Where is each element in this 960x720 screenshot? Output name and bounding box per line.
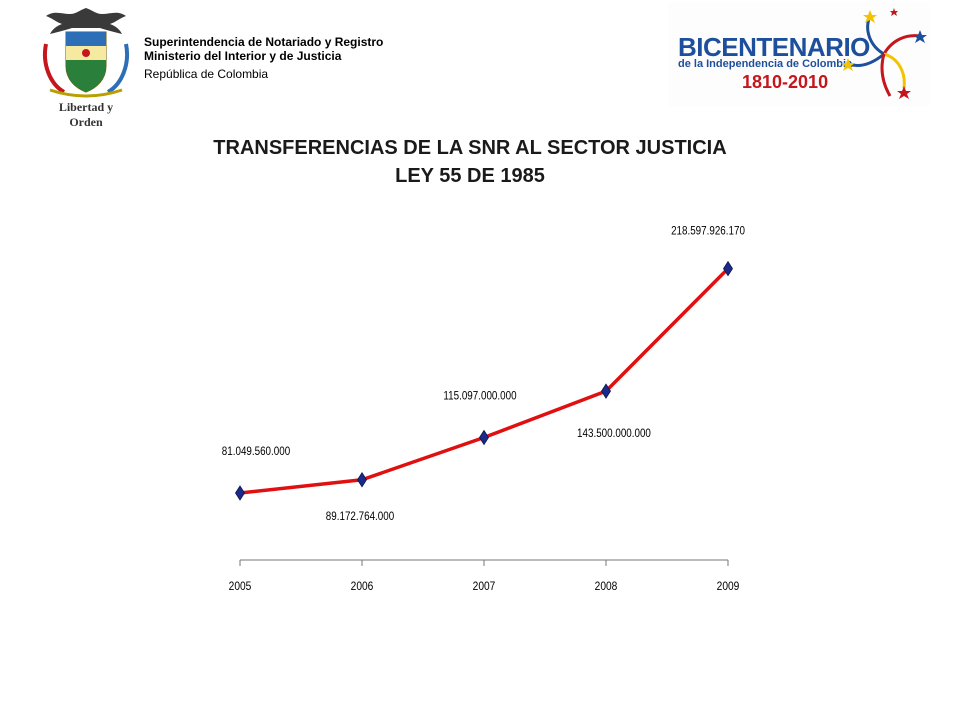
x-tick-label: 2005 <box>229 580 252 593</box>
chart-subtitle: LEY 55 DE 1985 <box>395 165 545 187</box>
shield-icon <box>65 31 107 93</box>
bicentenario-years: 1810-2010 <box>742 72 829 92</box>
data-label: 115.097.000.000 <box>443 390 516 403</box>
data-point <box>357 472 367 488</box>
country-name: República de Colombia <box>144 67 269 81</box>
bicentenario-title: BICENTENARIO <box>678 32 870 62</box>
data-label: 89.172.764.000 <box>326 510 394 523</box>
ministry-name: Ministerio del Interior y de Justicia <box>144 49 342 63</box>
data-label: 218.597.926.170 <box>671 225 745 238</box>
data-point <box>601 383 611 399</box>
x-tick-label: 2009 <box>717 580 740 593</box>
line-chart: 2005 2006 2007 2008 2009 81.049.560.000 89.172… <box>222 225 745 593</box>
data-point <box>235 485 245 501</box>
data-point <box>479 429 489 446</box>
crest-motto: Libertad y Orden <box>58 100 114 129</box>
star-burst-icon <box>841 8 927 99</box>
x-tick-label: 2008 <box>595 580 618 593</box>
condor-icon <box>46 8 126 34</box>
bicentenario-subtitle: de la Independencia de Colombia <box>678 58 853 70</box>
data-point <box>723 260 733 277</box>
bicentenario-logo: BICENTENARIO de la Independencia de Colo… <box>668 2 930 106</box>
data-label: 143.500.000.000 <box>577 427 651 440</box>
series-line <box>239 267 730 495</box>
data-label: 81.049.560.000 <box>222 445 290 458</box>
x-tick-label: 2007 <box>473 580 496 593</box>
org-name: Superintendencia de Notariado y Registro <box>144 35 384 49</box>
x-tick-label: 2006 <box>351 580 374 593</box>
chart-title: TRANSFERENCIAS DE LA SNR AL SECTOR JUSTI… <box>213 137 727 159</box>
coat-of-arms-logo <box>43 8 129 98</box>
